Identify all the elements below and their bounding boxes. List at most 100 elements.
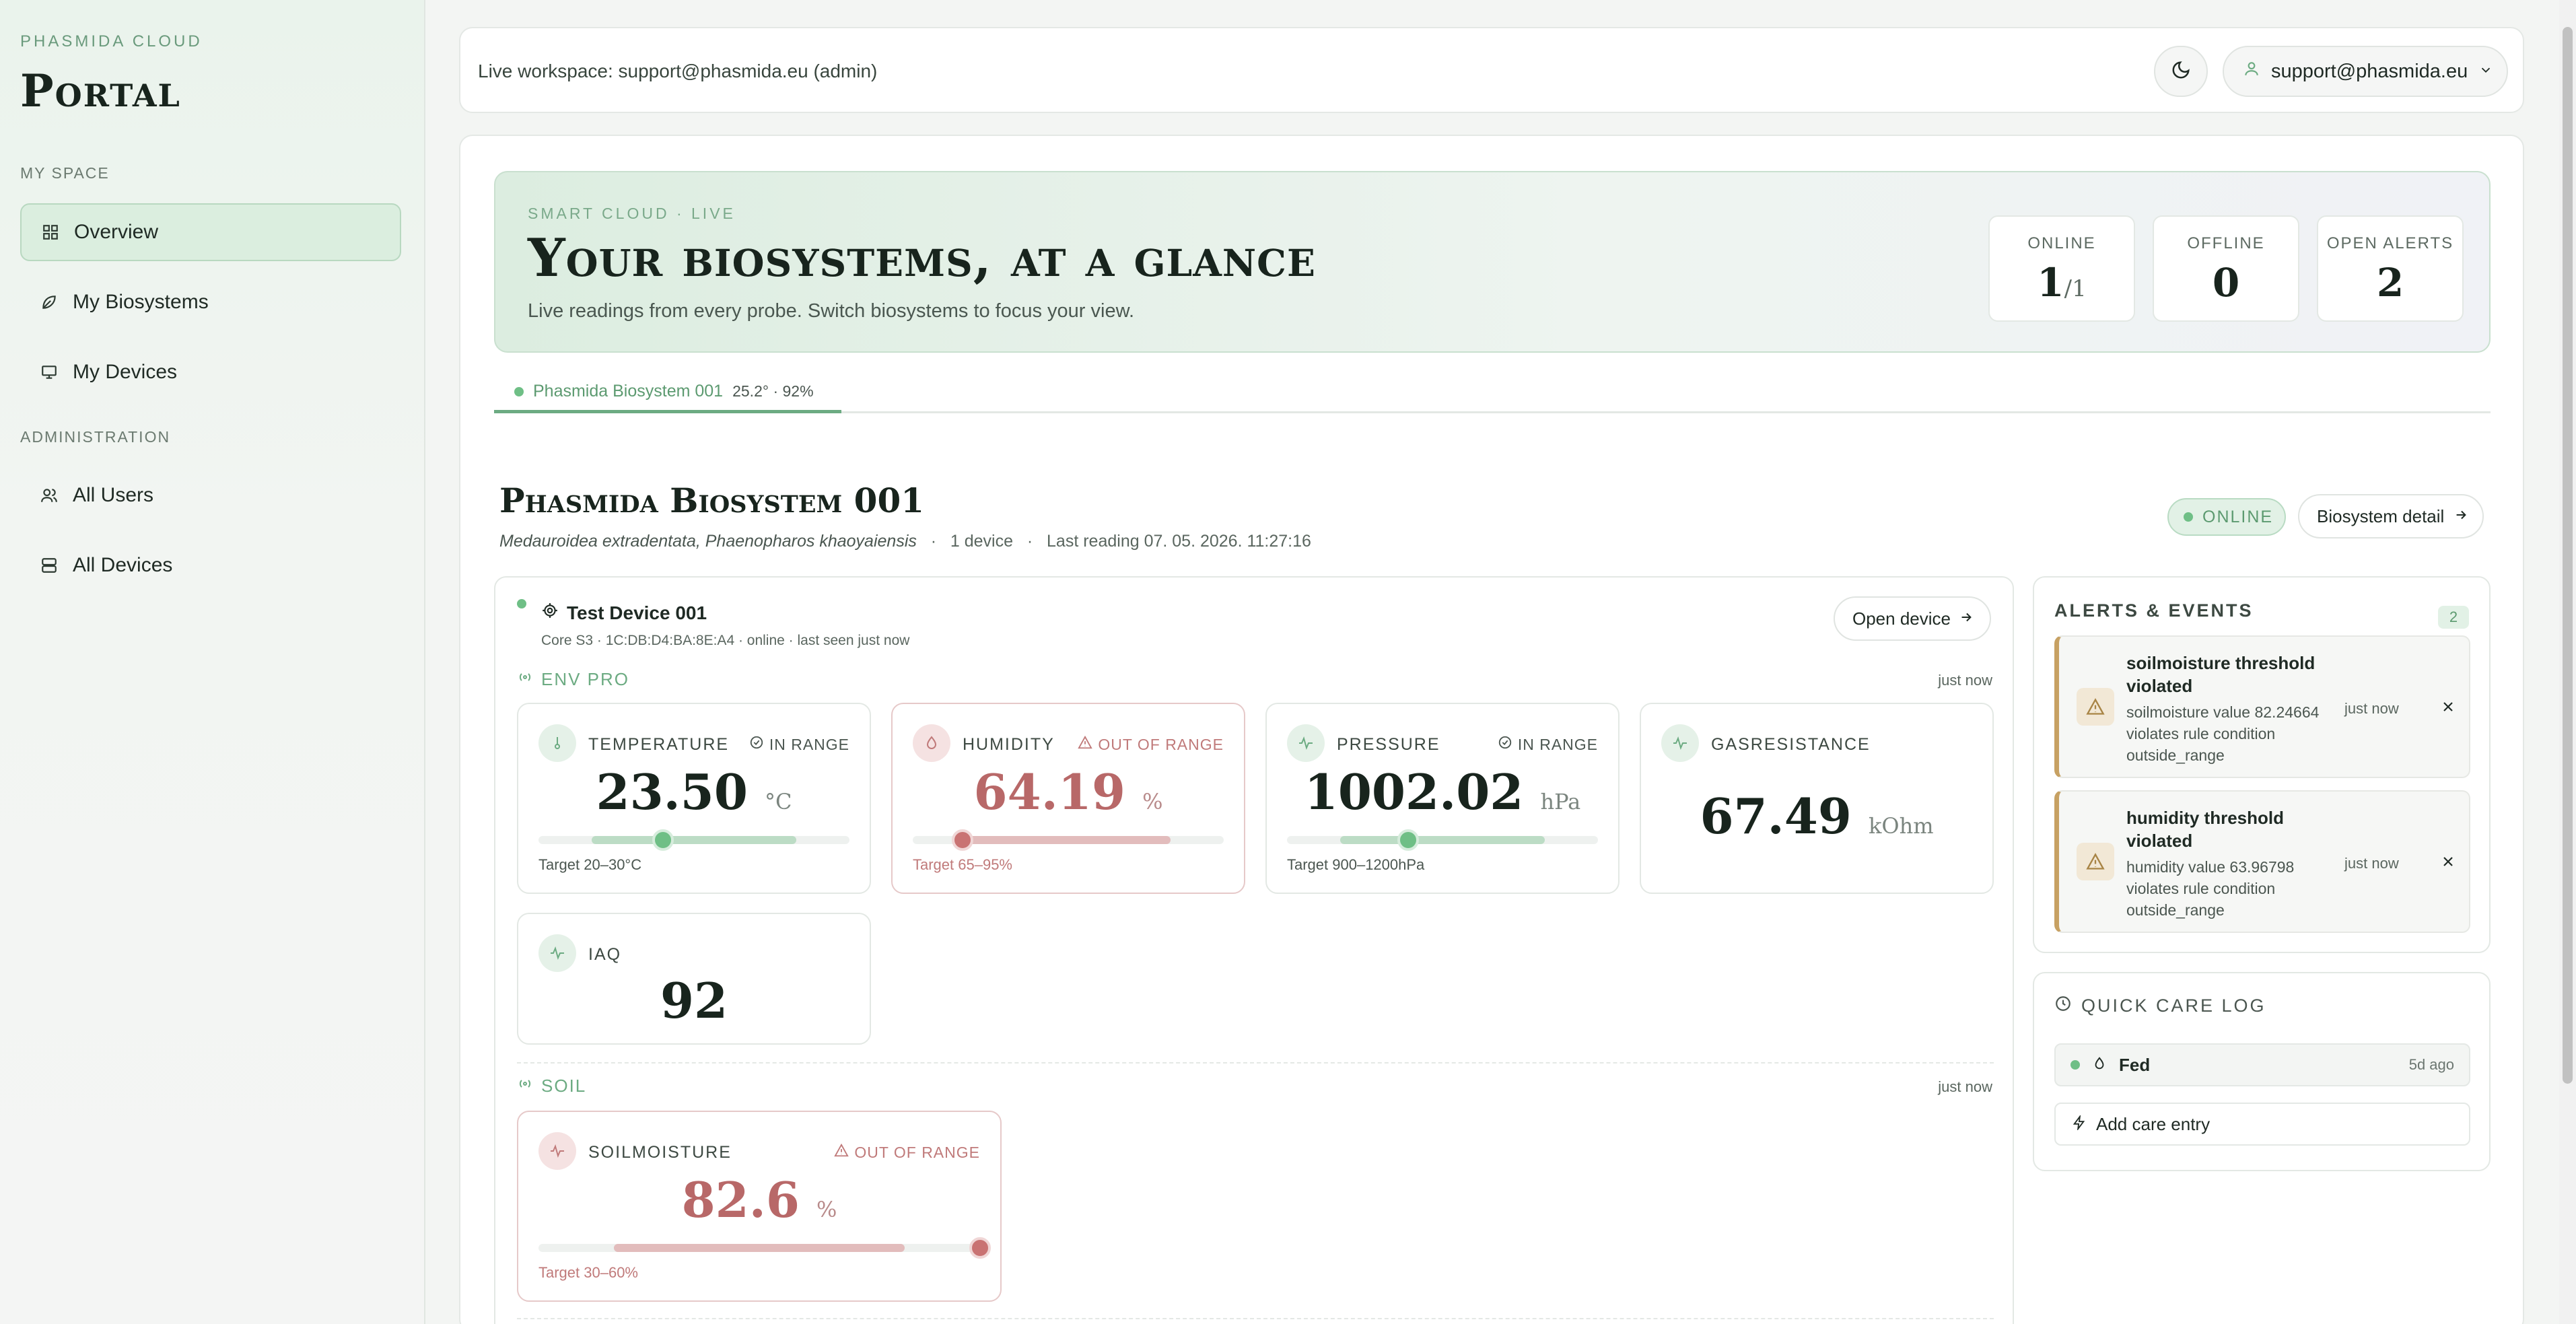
main-panel: SMART CLOUD · LIVE Your biosystems, at a…	[459, 135, 2524, 1324]
current-value-marker	[951, 829, 973, 851]
sidebar-item-my-biosystems[interactable]: My Biosystems	[20, 273, 401, 331]
sidebar-item-all-devices[interactable]: All Devices	[20, 536, 401, 594]
alert-title: soilmoisture threshold violated	[2126, 653, 2316, 696]
range-slider	[1287, 829, 1598, 851]
section-label-administration: ADMINISTRATION	[20, 428, 171, 446]
dismiss-alert-button[interactable]	[2436, 851, 2460, 875]
sensor-name: SOILMOISTURE	[588, 1143, 732, 1162]
target-range	[965, 836, 1171, 844]
target-range	[613, 1244, 905, 1252]
sidebar-item-label: My Devices	[73, 361, 178, 383]
care-item-label: Fed	[2119, 1054, 2151, 1075]
page-scrollbar[interactable]	[2559, 0, 2576, 1324]
care-log-title-label: QUICK CARE LOG	[2081, 996, 2266, 1016]
alerts-count-badge: 2	[2438, 606, 2469, 629]
button-label: Biosystem detail	[2317, 506, 2445, 526]
stat-offline: OFFLINE 0	[2153, 215, 2299, 322]
target-range	[591, 836, 797, 844]
alert-title: humidity threshold violated	[2126, 808, 2284, 851]
warning-icon	[1078, 735, 1093, 754]
droplet-icon	[913, 724, 950, 762]
activity-icon	[538, 934, 576, 972]
sidebar-item-my-devices[interactable]: My Devices	[20, 343, 401, 401]
divider	[517, 1318, 1994, 1319]
alert-body: soilmoisture value 82.24664 violates rul…	[2126, 703, 2320, 764]
sensor-card-humidity[interactable]: HUMIDITY OUT OF RANGE 64.19 % Target 65–…	[891, 703, 1245, 894]
sensor-value: 92	[660, 972, 728, 1029]
alert-time: just now	[2344, 700, 2399, 717]
stat-open-alerts: OPEN ALERTS 2	[2317, 215, 2464, 322]
device-meta: Core S3 · 1C:DB:D4:BA:8E:A4 · online · l…	[541, 633, 910, 648]
range-slider	[538, 1237, 991, 1259]
biosystem-meta: Medauroidea extradentata, Phaenopharos k…	[499, 532, 1311, 551]
sensor-card-temperature[interactable]: TEMPERATURE IN RANGE 23.50 °C Target 20–…	[517, 703, 871, 894]
sensor-card-soilmoisture[interactable]: SOILMOISTURE OUT OF RANGE 82.6 % Target …	[517, 1111, 1002, 1302]
sensor-value: 23.50 °C	[596, 763, 792, 821]
stat-label: OFFLINE	[2187, 234, 2265, 252]
dismiss-alert-button[interactable]	[2436, 696, 2460, 720]
alert-item: soilmoisture threshold violated soilmois…	[2054, 635, 2470, 778]
sensor-value: 1002.02 hPa	[1304, 763, 1581, 821]
theme-toggle-button[interactable]	[2154, 46, 2208, 97]
sensor-name: HUMIDITY	[963, 735, 1055, 754]
moon-icon	[2171, 60, 2191, 83]
brand-eyebrow: PHASMIDA CLOUD	[20, 32, 203, 50]
sensor-card-pressure[interactable]: PRESSURE IN RANGE 1002.02 hPa Target 900…	[1265, 703, 1620, 894]
server-icon	[39, 555, 59, 576]
button-label: Add care entry	[2096, 1113, 2211, 1134]
sidebar: PHASMIDA CLOUD Portal MY SPACE Overview …	[0, 0, 425, 1324]
current-value-marker	[969, 1237, 991, 1259]
sensor-target: Target 900–1200hPa	[1287, 856, 1425, 873]
status-dot	[2184, 512, 2193, 522]
sensor-status: IN RANGE	[749, 735, 849, 754]
sensor-status: IN RANGE	[1498, 735, 1598, 754]
sidebar-item-overview[interactable]: Overview	[20, 203, 401, 261]
alert-body: humidity value 63.96798 violates rule co…	[2126, 858, 2295, 919]
button-label: Open device	[1852, 608, 1951, 629]
sensor-value: 64.19 %	[973, 763, 1163, 821]
grid-icon	[40, 222, 61, 242]
sidebar-item-all-users[interactable]: All Users	[20, 466, 401, 524]
sensor-status: OUT OF RANGE	[834, 1143, 980, 1162]
scrollbar-thumb[interactable]	[2563, 27, 2573, 1084]
activity-icon	[538, 1132, 576, 1170]
alerts-card: ALERTS & EVENTS 2 soilmoisture threshold…	[2033, 576, 2491, 953]
group-timestamp: just now	[1938, 672, 1992, 689]
arrow-right-icon	[1959, 608, 1974, 629]
hero-banner: SMART CLOUD · LIVE Your biosystems, at a…	[494, 171, 2491, 353]
stat-value: 0	[2212, 260, 2240, 306]
status-badge: ONLINE	[2167, 498, 2286, 536]
sensor-status-label: IN RANGE	[769, 735, 849, 753]
sensor-value: 82.6 %	[681, 1171, 837, 1228]
section-label-my-space: MY SPACE	[20, 164, 110, 182]
warning-icon	[834, 1143, 849, 1162]
sensor-card-gasresistance[interactable]: GASRESISTANCE 67.49 kOhm	[1640, 703, 1994, 894]
chip-icon	[541, 602, 559, 624]
sensor-status-label: OUT OF RANGE	[854, 1143, 980, 1161]
status-dot	[2070, 1060, 2080, 1070]
sensor-group-soil: SOIL	[517, 1076, 586, 1096]
open-device-button[interactable]: Open device	[1834, 596, 1991, 641]
stat-label: ONLINE	[2027, 234, 2096, 252]
user-icon	[2243, 60, 2260, 83]
care-log-item[interactable]: Fed 5d ago	[2054, 1043, 2470, 1086]
radio-waves-icon	[517, 1076, 533, 1096]
add-care-entry-button[interactable]: Add care entry	[2054, 1103, 2470, 1146]
status-label: ONLINE	[2202, 507, 2274, 526]
stat-value: 2	[2376, 260, 2404, 306]
droplet-icon	[2092, 1055, 2107, 1076]
warning-icon	[2077, 843, 2114, 880]
brand-title: Portal	[20, 65, 181, 117]
sensor-card-iaq[interactable]: IAQ 92	[517, 913, 871, 1045]
biosystem-tabs: Phasmida Biosystem 001 25.2° · 92%	[494, 373, 2491, 413]
sensor-target: Target 65–95%	[913, 856, 1012, 873]
group-timestamp: just now	[1938, 1078, 1992, 1095]
lightning-icon	[2072, 1114, 2087, 1135]
leaf-icon	[39, 292, 59, 312]
tab-phasmida-biosystem-001[interactable]: Phasmida Biosystem 001 25.2° · 92%	[494, 373, 841, 413]
biosystem-detail-button[interactable]: Biosystem detail	[2298, 494, 2484, 538]
thermometer-icon	[538, 724, 576, 762]
user-menu-button[interactable]: support@phasmida.eu	[2223, 46, 2508, 97]
sidebar-item-label: All Devices	[73, 554, 173, 576]
sensor-group-env-pro: ENV PRO	[517, 669, 629, 690]
